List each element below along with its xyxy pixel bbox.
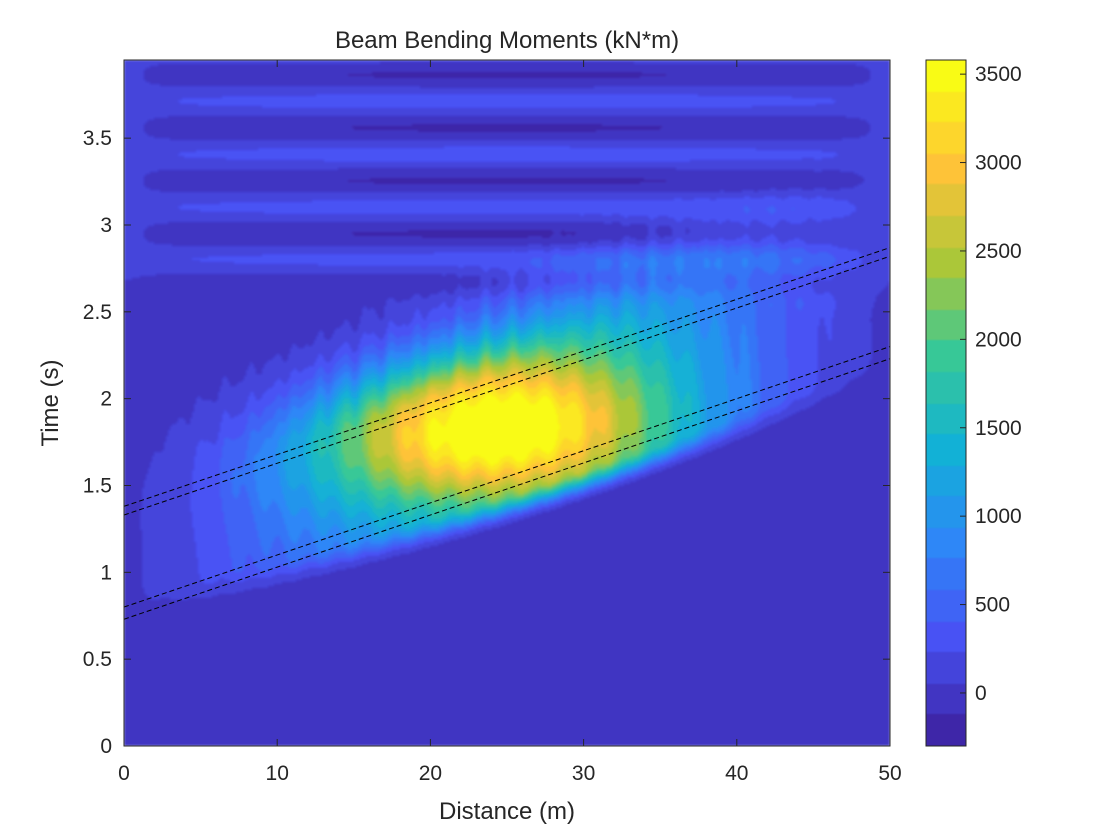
x-tick-label: 40 [725, 762, 748, 785]
heatmap-image [124, 60, 890, 746]
heatmap-field [124, 60, 890, 746]
x-tick-label: 20 [419, 762, 442, 785]
colorbar-tick-label: 2000 [975, 328, 1022, 351]
colorbar-tick-label: 3000 [975, 152, 1022, 175]
x-tick-label: 50 [878, 762, 901, 785]
colorbar: 0 500 1000 1500 2000 2500 3000 3500 [925, 59, 1022, 747]
y-tick-label: 1 [100, 561, 112, 584]
y-tick-label: 2 [100, 388, 112, 411]
y-tick-label: 3.5 [83, 127, 112, 150]
x-axis-label: Distance (m) [439, 798, 575, 825]
colorbar-image [926, 60, 966, 746]
x-tick-label: 10 [266, 762, 289, 785]
colorbar-tick-label: 2500 [975, 240, 1022, 263]
overlay-line-1 [124, 247, 890, 507]
y-axis: 0 0.5 1 1.5 2 2.5 3 3.5 [83, 127, 890, 758]
colorbar-frame [925, 59, 967, 747]
plot-frame [123, 59, 891, 747]
plot-area: 0 10 20 30 40 50 0 0.5 1 1.5 2 2.5 3 3.5 [83, 59, 902, 785]
overlay-lines [124, 247, 890, 620]
colorbar-axis: 0 500 1000 1500 2000 2500 3000 3500 [960, 63, 1022, 705]
colorbar-tick-label: 0 [975, 682, 987, 705]
chart-title: Beam Bending Moments (kN*m) [335, 27, 679, 54]
x-tick-label: 0 [118, 762, 130, 785]
overlay-line-2 [124, 255, 890, 516]
y-axis-label: Time (s) [37, 359, 64, 446]
overlay-line-4 [124, 358, 890, 620]
colorbar-tick-label: 500 [975, 594, 1010, 617]
y-tick-label: 0.5 [83, 648, 112, 671]
y-tick-label: 3 [100, 214, 112, 237]
y-tick-label: 1.5 [83, 474, 112, 497]
x-axis: 0 10 20 30 40 50 [118, 60, 902, 785]
colorbar-tick-label: 1000 [975, 505, 1022, 528]
y-tick-label: 0 [100, 735, 112, 758]
overlay-line-3 [124, 346, 890, 608]
x-tick-label: 30 [572, 762, 595, 785]
y-tick-label: 2.5 [83, 301, 112, 324]
colorbar-tick-label: 3500 [975, 63, 1022, 86]
colorbar-tick-label: 1500 [975, 417, 1022, 440]
